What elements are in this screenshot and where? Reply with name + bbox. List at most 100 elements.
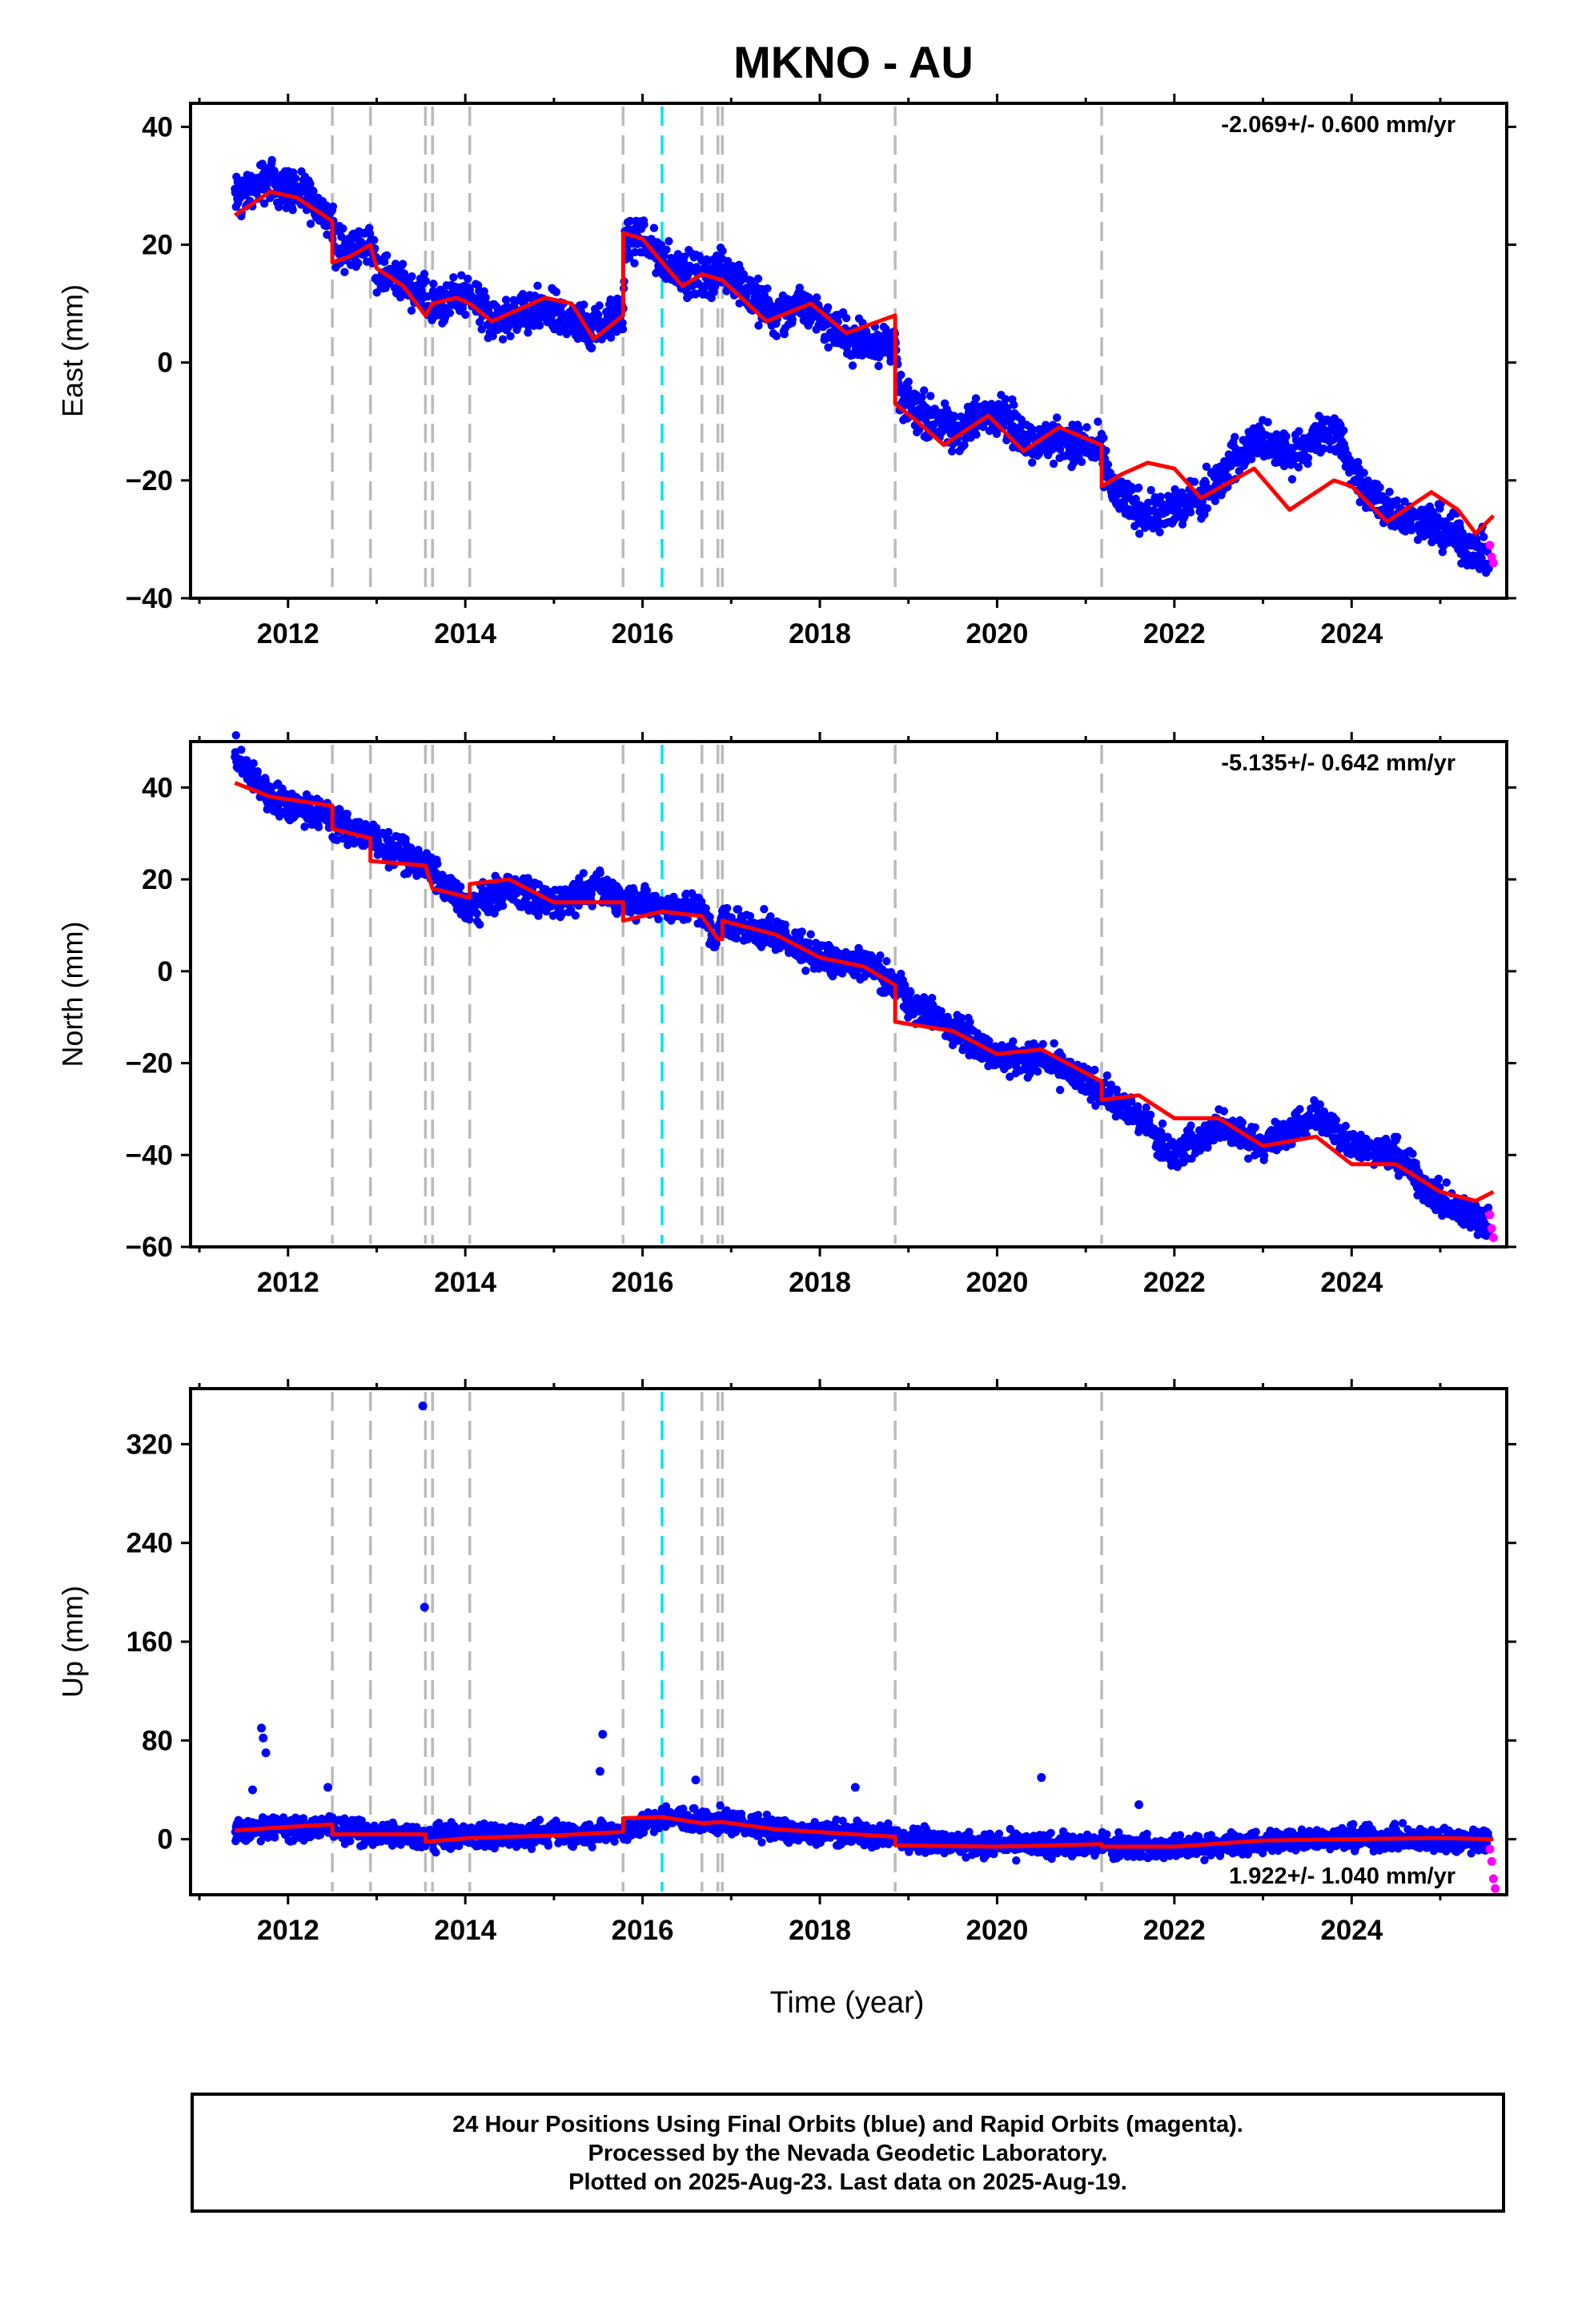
data-point <box>306 219 315 228</box>
rate-label: -2.069+/- 0.600 mm/yr <box>1221 112 1456 138</box>
data-point <box>275 203 283 211</box>
data-point <box>384 827 393 837</box>
data-point <box>595 301 604 310</box>
data-point <box>848 361 857 370</box>
data-point <box>464 274 472 283</box>
data-point <box>323 230 331 239</box>
data-point <box>524 328 532 337</box>
data-point <box>306 179 315 188</box>
data-point <box>1034 1067 1042 1076</box>
data-point <box>420 269 429 279</box>
data-point <box>1050 1039 1058 1048</box>
y-tick-label: 40 <box>142 111 173 143</box>
data-point <box>231 731 240 740</box>
data-point <box>680 252 689 261</box>
data-point <box>1294 463 1303 472</box>
data-point <box>1315 1100 1325 1109</box>
data-point <box>1303 453 1313 462</box>
data-point <box>1135 529 1144 538</box>
data-point <box>457 271 466 279</box>
data-point <box>1375 483 1384 492</box>
x-tick-label: 2012 <box>257 618 319 649</box>
data-point <box>625 216 635 226</box>
data-point <box>1238 1118 1247 1128</box>
data-point <box>1156 493 1165 501</box>
data-point <box>340 267 349 276</box>
data-point <box>1155 528 1164 537</box>
data-point <box>1231 432 1239 441</box>
data-point <box>1287 475 1297 484</box>
final-orbit-points <box>231 155 1493 577</box>
rapid-point <box>1488 558 1498 568</box>
rapid-point <box>1485 541 1495 550</box>
data-point <box>753 274 763 283</box>
data-point <box>588 344 596 352</box>
data-point <box>654 915 663 924</box>
data-point <box>640 220 648 229</box>
data-point <box>580 300 588 309</box>
data-point <box>563 329 572 338</box>
data-point <box>1339 426 1348 435</box>
data-point <box>992 429 1002 438</box>
data-point <box>960 440 969 449</box>
data-point <box>579 869 588 878</box>
data-point <box>795 283 804 292</box>
data-point <box>1392 496 1402 505</box>
data-point <box>823 303 833 312</box>
x-tick-label: 2020 <box>966 618 1028 649</box>
data-point <box>1186 1121 1195 1130</box>
data-point <box>535 321 544 330</box>
data-point <box>445 308 455 317</box>
data-point <box>328 202 338 211</box>
data-point <box>594 310 603 320</box>
data-point <box>366 229 375 239</box>
data-point <box>1203 504 1212 513</box>
data-point <box>421 276 431 286</box>
data-point <box>237 746 246 754</box>
data-point <box>926 392 935 400</box>
data-point <box>476 920 484 929</box>
data-point <box>429 279 438 288</box>
data-point <box>596 868 604 878</box>
data-point <box>1102 446 1110 455</box>
data-point <box>950 412 959 421</box>
data-point <box>642 886 652 895</box>
data-point <box>1295 1104 1304 1114</box>
data-point <box>398 259 408 268</box>
x-tick-label: 2014 <box>434 618 496 649</box>
data-point <box>407 306 416 315</box>
data-point <box>1151 499 1160 508</box>
data-point <box>904 384 913 393</box>
data-point <box>498 335 508 344</box>
data-point <box>1082 423 1091 432</box>
data-point <box>1055 444 1065 454</box>
chart-title: MKNO - AU <box>733 37 974 87</box>
data-point <box>772 332 781 340</box>
data-point <box>1400 497 1409 506</box>
data-point <box>874 361 883 371</box>
data-point <box>400 269 409 278</box>
data-point <box>1356 475 1365 485</box>
data-point <box>797 927 806 936</box>
data-point <box>649 223 659 232</box>
data-point <box>571 911 580 920</box>
data-point <box>1363 476 1372 485</box>
data-point <box>552 287 561 296</box>
data-point <box>920 386 929 395</box>
data-point <box>339 224 347 233</box>
data-point <box>1260 1151 1269 1160</box>
data-point <box>1341 1121 1351 1131</box>
data-point <box>897 370 905 380</box>
data-point <box>906 988 915 997</box>
data-point <box>971 394 981 403</box>
data-point <box>1001 395 1010 404</box>
data-point <box>253 767 262 776</box>
data-point <box>904 377 913 386</box>
data-point <box>1134 483 1143 493</box>
data-point <box>1038 1039 1047 1049</box>
data-point <box>1202 462 1211 471</box>
data-point <box>1049 459 1058 468</box>
data-point <box>1017 415 1026 424</box>
data-point <box>1103 460 1113 469</box>
